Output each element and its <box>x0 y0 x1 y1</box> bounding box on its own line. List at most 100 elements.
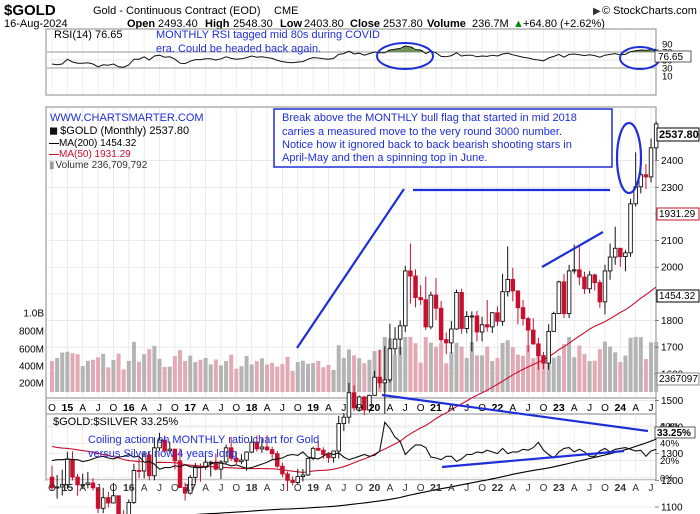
volume-bar <box>137 361 142 392</box>
volume-bar <box>106 367 111 392</box>
x-axis-label-bottom: 18 <box>246 482 258 494</box>
candle <box>551 311 557 332</box>
close-value: 2537.80 <box>383 18 423 30</box>
candle <box>372 370 377 396</box>
x-axis-label: 22 <box>492 402 504 414</box>
x-axis-label: J <box>587 403 592 414</box>
x-axis-label: O <box>110 403 118 414</box>
volume-bar <box>464 358 469 392</box>
candle <box>556 280 562 315</box>
ratio-label: $GOLD:$SILVER 33.25% <box>53 416 178 428</box>
open-label: Open <box>127 18 155 30</box>
candle <box>228 438 234 461</box>
volume-bar <box>428 342 433 392</box>
volume-bar <box>60 352 65 392</box>
x-axis-label: O <box>48 403 56 414</box>
x-axis-label-bottom: 15 <box>62 482 74 494</box>
candle <box>643 164 649 190</box>
volume-bar <box>474 355 479 392</box>
close-label: Close <box>350 18 380 30</box>
candle <box>474 310 480 342</box>
volume-bar <box>254 361 259 392</box>
volume-bar <box>341 357 346 392</box>
x-axis-label: 17 <box>184 402 196 414</box>
x-axis-label: O <box>417 403 425 414</box>
volume-bar <box>613 352 618 392</box>
candle <box>520 299 526 326</box>
volume-bar <box>618 362 623 392</box>
candle <box>90 478 96 491</box>
volume-bar <box>623 355 628 392</box>
watermark[interactable]: WWW.CHARTSMARTER.COM <box>50 112 204 124</box>
x-axis-label-bottom: O <box>478 483 486 494</box>
symbol: $GOLD <box>4 2 56 19</box>
price-tick-label: 2300 <box>661 183 684 194</box>
candle <box>546 324 551 370</box>
x-axis-label-bottom: 23 <box>553 482 565 494</box>
x-axis-label-bottom: O <box>601 483 609 494</box>
candle <box>479 316 485 342</box>
volume-bar <box>234 368 239 392</box>
volume-label: Volume <box>427 18 466 30</box>
header-date: 16-Aug-2024 <box>4 18 68 30</box>
volume-bar <box>203 357 208 392</box>
x-axis-label-bottom: 22 <box>492 482 504 494</box>
x-axis-label: A <box>202 403 209 414</box>
x-axis-label: O <box>540 403 548 414</box>
candle <box>612 226 618 265</box>
volume-bar <box>75 354 80 392</box>
svg-text:2367097: 2367097 <box>659 374 698 385</box>
volume-bar <box>592 360 597 392</box>
brand-arrow: ▶ <box>593 6 601 17</box>
volume-bar <box>526 345 531 392</box>
x-axis-label-bottom: A <box>325 483 332 494</box>
volume-bar <box>183 360 188 392</box>
x-axis-label-bottom: J <box>280 483 285 494</box>
volume-bar <box>157 358 162 392</box>
volume-bar <box>290 370 295 392</box>
candle <box>136 457 142 479</box>
breakout-ellipse <box>615 121 643 195</box>
x-axis-label-bottom: J <box>341 483 346 494</box>
svg-text:1454.32: 1454.32 <box>659 291 696 302</box>
candle <box>392 327 398 356</box>
volume-bar <box>572 357 577 392</box>
x-axis-label: 18 <box>246 402 258 414</box>
volume-bar <box>515 354 520 392</box>
volume-bar <box>418 362 423 392</box>
x-axis-label: J <box>403 403 408 414</box>
candle <box>141 452 147 479</box>
volume-bar <box>536 350 541 392</box>
brand[interactable]: ▶ © StockCharts.com <box>593 5 697 17</box>
volume-bar <box>649 342 654 392</box>
volume-bar <box>96 357 101 392</box>
volume-bar <box>577 345 582 392</box>
volume-bar <box>55 357 60 392</box>
price-tick-label: 1100 <box>661 502 683 513</box>
volume-bar <box>469 342 474 392</box>
candle <box>505 246 510 297</box>
x-axis-label-bottom: 24 <box>614 482 626 494</box>
candle <box>602 264 608 315</box>
x-axis-label-bottom: O <box>417 483 425 494</box>
volume-bar <box>403 337 408 392</box>
volume-bar <box>259 358 264 392</box>
volume-bar <box>485 346 490 392</box>
candle <box>597 279 603 308</box>
candle <box>147 452 152 481</box>
candle <box>234 452 239 465</box>
open-value: 2493.40 <box>158 18 198 30</box>
volume-bar <box>101 353 106 392</box>
x-axis-label-bottom: A <box>141 483 148 494</box>
candle <box>80 473 85 489</box>
volume-bar <box>285 356 290 392</box>
low-label: Low <box>280 18 302 30</box>
x-axis-label: O <box>232 403 240 414</box>
volume-bar <box>367 359 372 392</box>
candle <box>566 264 572 319</box>
ratio-value-tag: 33.25% <box>654 426 696 439</box>
volume-bar <box>449 352 454 392</box>
volume-bar <box>531 358 536 392</box>
candle <box>106 491 111 508</box>
candle <box>582 271 587 294</box>
